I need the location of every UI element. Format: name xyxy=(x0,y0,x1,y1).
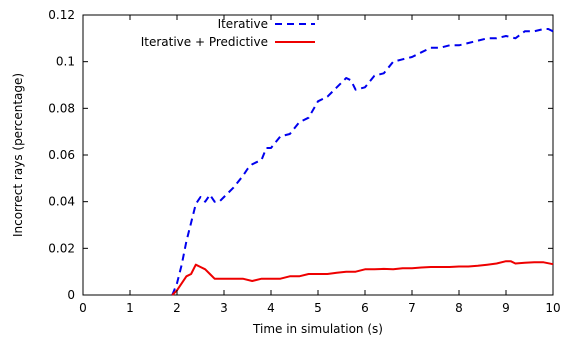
y-tick-label: 0 xyxy=(67,288,75,302)
y-tick-label: 0.02 xyxy=(48,241,75,255)
y-tick-label: 0.1 xyxy=(56,55,75,69)
y-axis-label: Incorrect rays (percentage) xyxy=(11,73,25,237)
x-tick-label: 2 xyxy=(173,301,181,315)
x-axis-label: Time in simulation (s) xyxy=(252,322,383,336)
y-tick-label: 0.12 xyxy=(48,8,75,22)
legend-label: Iterative + Predictive xyxy=(141,35,268,49)
x-tick-label: 10 xyxy=(545,301,560,315)
y-tick-label: 0.04 xyxy=(48,195,75,209)
series-line-1 xyxy=(171,260,554,296)
x-tick-label: 7 xyxy=(408,301,416,315)
legend: Iterative Iterative + Predictive xyxy=(141,17,315,49)
x-tick-label: 8 xyxy=(455,301,463,315)
y-tick-label: 0.06 xyxy=(48,148,75,162)
x-tick-label: 3 xyxy=(220,301,228,315)
legend-label: Iterative xyxy=(218,17,268,31)
axes-layer: 0 1 2 3 4 5 6 7 8 9 10 0 0.02 0.04 0.06 0.08 0.1 0.12 xyxy=(48,8,560,315)
x-tick-label: 0 xyxy=(79,301,87,315)
x-tick-label: 9 xyxy=(502,301,510,315)
plot-area xyxy=(82,14,554,296)
x-tick-label: 5 xyxy=(314,301,322,315)
x-tick-label: 6 xyxy=(361,301,369,315)
x-tick-label: 4 xyxy=(267,301,275,315)
x-tick-label: 1 xyxy=(126,301,134,315)
y-tick-label: 0.08 xyxy=(48,101,75,115)
plot-frame xyxy=(82,14,554,296)
series-line-0 xyxy=(171,28,554,296)
series-layer xyxy=(171,28,554,296)
